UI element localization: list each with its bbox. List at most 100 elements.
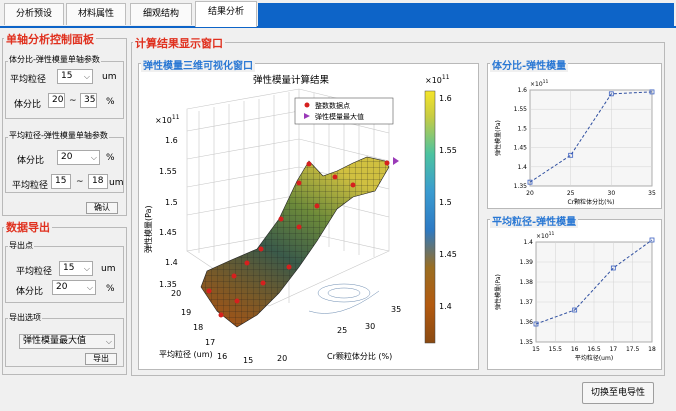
export-panel [2,227,127,375]
tab-material-properties[interactable]: 材料属性 [66,3,126,25]
export-vf-select[interactable]: 20 ⌵ [52,280,96,295]
x-tick-label: 35 [648,190,656,197]
tab-result-analysis[interactable]: 结果分析 [195,1,257,27]
chevron-down-icon: ⌵ [83,264,90,273]
plot3d-max-marker [393,157,399,165]
export-option-select[interactable]: 弹性模量最大值 ⌵ [19,334,115,349]
size-max-input[interactable]: 18 [88,174,108,189]
x-axis-label: Cr颗粒体分比(%) [567,198,614,206]
tab-bar-fill [258,3,674,26]
svg-text:18: 18 [193,323,203,332]
svg-text:1.5: 1.5 [165,198,178,207]
size-min-input[interactable]: 15 [51,174,71,189]
svg-text:1.4: 1.4 [165,258,178,267]
vf-min-input[interactable]: 20 [48,93,65,108]
export-vf-unit: % [106,284,115,294]
data-point [527,179,533,185]
plot3d-legend [294,97,394,125]
x-tick-label: 20 [526,190,534,197]
vf-chart-title: 体分比-弹性模量 [490,57,569,72]
y-tick-label: 1.35 [520,339,534,346]
plot3d-svg: 整数数据点 弹性模量最大值 弹性模量计算结果 ×1011 弹性模量(Pa) Cr… [143,74,457,365]
size-unit-2: um [109,178,124,188]
colorbar-tick-1: 1.6 [439,94,452,103]
tab-bar-line [0,26,676,28]
x-tick-label: 15 [532,346,540,353]
confirm-button[interactable]: 确认 [86,202,118,214]
tab-analysis-preset[interactable]: 分析预设 [4,3,64,25]
svg-text:30: 30 [365,322,375,331]
colorbar-tick-5: 1.4 [439,302,452,311]
data-point [649,237,655,243]
colorbar-exp: ×1011 [425,74,450,85]
y-tick-label: 1.6 [517,87,527,94]
data-point [568,152,574,158]
legend-max-icon [304,113,310,119]
results-window-title: 计算结果显示窗口 [133,35,225,51]
size-param-group-title: 平均粒径-弹性模量单轴参数 [8,130,109,141]
export-size-unit: um [101,264,116,274]
colorbar-tick-3: 1.5 [439,198,452,207]
size-label-2: 平均粒径 [12,181,49,191]
export-button[interactable]: 导出 [85,353,117,365]
data-point [610,265,616,271]
results-window [131,42,665,376]
svg-text:20: 20 [277,354,287,363]
svg-text:35: 35 [391,305,401,314]
chevron-down-icon: ⌵ [83,72,90,81]
size-chart-title: 平均粒径-弹性模量 [490,213,579,228]
size-unit: um [102,72,117,82]
x-tick-label: 17 [610,346,618,353]
x-tick-label: 17.5 [626,346,640,353]
plot3d-data-points [206,160,390,318]
plot3d-z-exp: ×1011 [155,114,180,125]
y-tick-label: 1.38 [520,279,534,286]
export-options-group [5,318,124,367]
data-point [608,91,614,97]
svg-text:25: 25 [337,326,347,335]
vf-select[interactable]: 20 ⌵ [57,150,100,165]
data-point [533,321,539,327]
y-tick-label: 1.45 [514,145,528,152]
plot3d-z-ticks: 1.6 1.55 1.5 1.45 1.4 1.35 [159,136,178,289]
colorbar-tick-4: 1.45 [439,250,457,259]
export-panel-title: 数据导出 [4,219,52,235]
legend-label-max: 弹性模量最大值 [315,112,364,121]
size-label: 平均粒径 [10,75,47,85]
series-line [529,91,653,183]
vf-unit: % [106,97,115,107]
x-tick-label: 15.5 [549,346,563,353]
size-select[interactable]: 15 ⌵ [57,69,93,84]
plot3d-ylabel: 平均粒径 (um) [159,349,213,359]
export-size-label: 平均粒径 [16,267,53,277]
switch-conductivity-button[interactable]: 切换至电导性 [582,382,654,404]
y-exponent: ×1011 [536,231,555,240]
vf-unit-2: % [106,153,115,163]
vf-label-2: 体分比 [17,156,45,166]
y-tick-label: 1.4 [517,164,527,171]
x-tick-label: 18 [648,346,656,353]
svg-text:1.6: 1.6 [165,136,178,145]
y-axis-label: 弹性模量(Pa) [494,120,502,156]
tab-microstructure[interactable]: 细观结构 [130,3,192,25]
vf-max-input[interactable]: 35 [80,93,97,108]
vf-chart-svg: 20 25 30 35 1.6 1.55 1.5 1.45 1.4 1.35 ×1011 Cr颗粒体分… [494,79,656,206]
export-size-select[interactable]: 15 ⌵ [59,261,93,276]
y-tick-label: 1.35 [514,183,528,190]
x-axis-label: 平均粒径(um) [575,354,613,362]
chevron-down-icon: ⌵ [86,283,93,292]
svg-text:1.45: 1.45 [159,228,177,237]
legend-label-points: 整数数据点 [315,101,350,110]
data-point [572,307,578,313]
y-axis-label: 弹性模量(Pa) [494,274,502,310]
x-tick-label: 25 [567,190,575,197]
colorbar [424,90,436,344]
svg-text:16: 16 [217,352,227,361]
plot-area [529,89,653,187]
vf-param-group-title: 体分比-弹性模量单轴参数 [8,54,101,65]
export-options-title: 导出选项 [8,312,42,323]
y-tick-label: 1.36 [520,319,534,326]
plot3d-title: 弹性模量计算结果 [253,74,330,86]
x-tick-label: 16.5 [587,346,601,353]
